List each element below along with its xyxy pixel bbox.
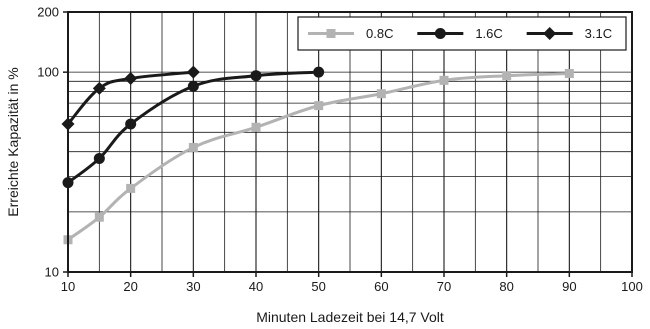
x-tick-label: 10 — [61, 279, 75, 294]
x-tick-label: 90 — [562, 279, 576, 294]
plot-frame — [67, 11, 633, 273]
x-tick-label: 20 — [123, 279, 137, 294]
y-axis-label: Erreichte Kapazität in % — [5, 67, 21, 216]
y-tick-label: 100 — [37, 65, 59, 80]
x-tick-label: 60 — [374, 279, 388, 294]
x-tick-label: 50 — [311, 279, 325, 294]
series-1.6C — [62, 66, 325, 189]
data-point — [564, 68, 574, 78]
data-point — [313, 66, 325, 78]
data-point — [251, 122, 261, 132]
legend-marker — [434, 28, 446, 39]
data-point — [502, 71, 512, 81]
series-3.1C — [61, 65, 200, 131]
legend-marker — [326, 29, 336, 38]
data-point — [188, 142, 198, 152]
data-point — [124, 71, 138, 85]
y-tick-label: 200 — [37, 5, 59, 20]
legend-label: 3.1C — [585, 26, 612, 41]
grid — [68, 12, 632, 272]
x-tick-label: 30 — [186, 279, 200, 294]
legend-marker — [543, 27, 557, 40]
data-point — [314, 101, 324, 111]
y-tick-label: 10 — [45, 265, 59, 280]
data-point — [187, 80, 199, 92]
series-line — [66, 70, 194, 126]
legend-label: 0.8C — [366, 26, 393, 41]
x-tick-label: 70 — [437, 279, 451, 294]
series-layer — [61, 65, 574, 245]
data-point — [439, 75, 449, 85]
tick-labels: 10 20 30 40 50 60 70 80 90 100 10 100 200 — [37, 5, 643, 295]
legend: 0.8C 1.6C 3.1C — [297, 16, 627, 51]
legend-label: 1.6C — [475, 26, 502, 41]
x-tick-label: 40 — [249, 279, 263, 294]
data-point — [126, 183, 136, 193]
x-tick-label: 100 — [621, 279, 643, 294]
data-point — [125, 118, 137, 130]
data-point — [92, 81, 106, 95]
x-axis-label: Minuten Ladezeit bei 14,7 Volt — [256, 309, 444, 325]
data-point — [186, 65, 200, 79]
series-line — [67, 71, 570, 241]
data-point — [94, 212, 104, 222]
data-point — [250, 70, 262, 82]
data-point — [376, 89, 386, 99]
x-tick-label: 80 — [499, 279, 513, 294]
data-point — [93, 152, 105, 164]
